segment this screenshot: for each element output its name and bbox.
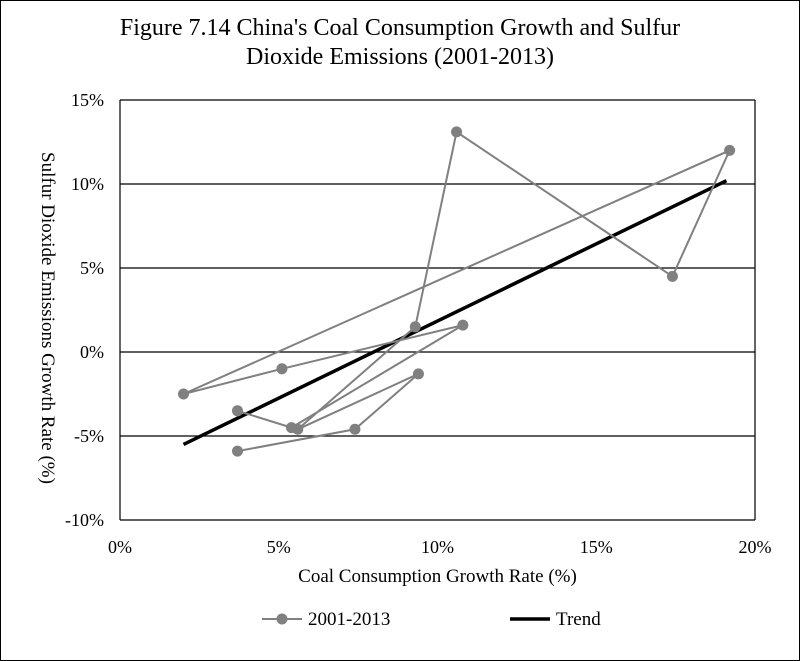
data-point [409,321,421,333]
legend: 2001-2013 Trend [262,609,601,630]
x-axis-title: Coal Consumption Growth Rate (%) [298,566,577,587]
data-point [231,405,243,417]
x-tick-label: 20% [739,537,772,557]
y-tick-label: 0% [80,342,104,362]
data-point [349,423,361,435]
x-tick-label: 0% [108,537,132,557]
legend-marker-series [276,613,288,625]
legend-label-series: 2001-2013 [308,609,390,630]
data-point [285,422,297,434]
trend-series [182,179,728,446]
chart-title-line-2: Dioxide Emissions (2001-2013) [246,44,554,70]
y-tick-label: 10% [71,174,104,194]
series-2001-2013 [178,126,736,457]
data-point [724,144,736,156]
data-point [457,319,469,331]
trend-line [182,179,728,446]
y-tick-label: 15% [71,90,104,110]
data-point [276,363,288,375]
data-point [451,126,463,138]
legend-label-trend: Trend [556,609,601,630]
y-tick-label: -10% [65,510,104,530]
tick-labels: -10% -5% 0% 5% 10% 15% 0% 5% 10% 15% 20% [65,90,772,557]
data-point [412,368,424,380]
data-point [666,270,678,282]
x-tick-label: 15% [580,537,613,557]
gridlines [120,99,755,437]
y-tick-label: 5% [80,258,104,278]
chart-title-line-1: Figure 7.14 China's Coal Consumption Gro… [119,15,681,41]
x-tick-label: 10% [421,537,454,557]
y-tick-label: -5% [74,426,104,446]
x-tick-label: 5% [267,537,291,557]
chart-title: Figure 7.14 China's Coal Consumption Gro… [0,14,800,72]
data-point [178,388,189,400]
data-point [231,445,243,457]
axes [119,100,756,521]
y-axis-title: Sulfur Dioxide Emissions Growth Rate (%) [37,152,58,484]
